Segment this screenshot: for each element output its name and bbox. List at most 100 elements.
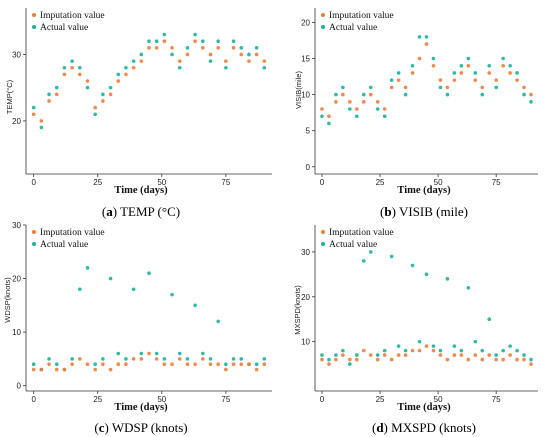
imputation-point — [459, 353, 464, 357]
x-tick-label: 50 — [157, 395, 166, 404]
actual-point — [101, 357, 105, 361]
actual-point — [355, 114, 359, 119]
x-tick-label: 75 — [492, 178, 501, 187]
imputation-point — [452, 78, 457, 82]
actual-point — [193, 32, 197, 37]
imputation-point — [348, 357, 352, 362]
panel-a-ylabel: TEMP(°C) — [5, 79, 14, 114]
y-tick-label: 5 — [306, 127, 311, 136]
imputation-point — [355, 107, 359, 111]
actual-point — [154, 39, 159, 43]
imputation-point — [208, 362, 213, 367]
actual-point — [85, 85, 90, 90]
x-tick-label: 0 — [320, 395, 325, 404]
actual-point — [417, 35, 422, 39]
legend-marker — [321, 242, 325, 246]
panel-d-plot: 0 25 50 75 10 20 30 Imputation value Actual valu… — [301, 225, 538, 404]
imputation-point — [170, 362, 174, 367]
actual-point — [147, 271, 151, 275]
imputation-point — [494, 78, 498, 82]
imputation-point — [327, 362, 331, 366]
imputation-point — [108, 367, 113, 372]
x-tick-label: 25 — [93, 395, 102, 404]
actual-point — [31, 105, 36, 110]
imputation-point — [262, 59, 267, 63]
imputation-point — [515, 78, 519, 82]
y-tick-label: 30 — [12, 221, 21, 230]
actual-point — [320, 353, 324, 357]
actual-point — [193, 303, 197, 308]
actual-point — [368, 250, 373, 254]
actual-point — [170, 52, 174, 57]
imputation-point — [334, 100, 338, 104]
imputation-point — [162, 362, 167, 367]
panel-d-ylabel: MXSPD(knots) — [293, 285, 302, 335]
actual-point — [445, 92, 450, 97]
imputation-point — [487, 353, 492, 357]
panel-b-plot: 0 25 50 75 0 5 10 15 20 Imputation value Actual va… — [301, 8, 538, 187]
actual-point — [438, 348, 443, 353]
actual-point — [54, 85, 59, 90]
x-tick-label: 75 — [221, 178, 230, 187]
imputation-point — [101, 362, 105, 367]
actual-point — [208, 59, 213, 63]
imputation-point — [193, 362, 197, 367]
imputation-point — [508, 71, 512, 75]
imputation-point — [508, 353, 512, 357]
imputation-point — [480, 357, 485, 362]
legend-label: Imputation value — [40, 11, 105, 21]
actual-point — [131, 287, 136, 292]
actual-point — [334, 92, 338, 97]
panel-b-caption: (b) VISIB (mile) — [380, 204, 468, 219]
x-tick-label: 0 — [320, 178, 325, 187]
legend-marker — [32, 242, 36, 246]
actual-point — [262, 65, 267, 70]
legend-marker — [321, 25, 325, 29]
legend-label: Actual value — [329, 240, 377, 250]
actual-point — [239, 46, 244, 50]
imputation-point — [438, 78, 443, 82]
actual-point — [320, 114, 324, 119]
actual-point — [410, 63, 415, 68]
imputation-point — [389, 357, 394, 362]
imputation-point — [501, 63, 505, 68]
actual-point — [177, 65, 182, 70]
actual-point — [417, 339, 422, 344]
imputation-point — [431, 348, 436, 353]
legend-marker — [321, 13, 325, 17]
imputation-point — [39, 119, 44, 123]
actual-point — [396, 344, 401, 348]
legend-label: Actual value — [329, 23, 377, 33]
actual-point — [70, 59, 74, 63]
actual-point — [529, 357, 533, 362]
actual-point — [216, 39, 220, 43]
legend-marker — [321, 230, 325, 234]
imputation-point — [239, 362, 244, 367]
imputation-point — [185, 52, 190, 57]
actual-point — [116, 351, 121, 356]
panel-d-caption: (d) MXSPD (knots) — [372, 420, 476, 435]
actual-point — [93, 112, 97, 117]
actual-point — [231, 357, 236, 361]
actual-point — [262, 357, 267, 361]
imputation-point — [445, 85, 450, 90]
actual-point — [424, 35, 429, 39]
actual-point — [508, 344, 512, 348]
actual-point — [431, 56, 436, 61]
imputation-point — [389, 85, 394, 90]
imputation-point — [201, 46, 205, 50]
actual-point — [162, 32, 167, 37]
actual-point — [185, 357, 190, 361]
imputation-point — [417, 56, 422, 61]
panel-c-plot: 0 25 50 75 0 10 20 30 Imputation value Actual val… — [12, 221, 272, 404]
actual-point — [480, 92, 485, 97]
imputation-point — [473, 353, 478, 357]
imputation-point — [334, 357, 338, 362]
imputation-point — [494, 357, 498, 362]
actual-point — [139, 351, 144, 356]
imputation-point — [101, 99, 105, 103]
imputation-point — [529, 92, 533, 97]
actual-point — [522, 353, 526, 357]
imputation-point — [375, 357, 380, 362]
imputation-point — [185, 362, 190, 367]
